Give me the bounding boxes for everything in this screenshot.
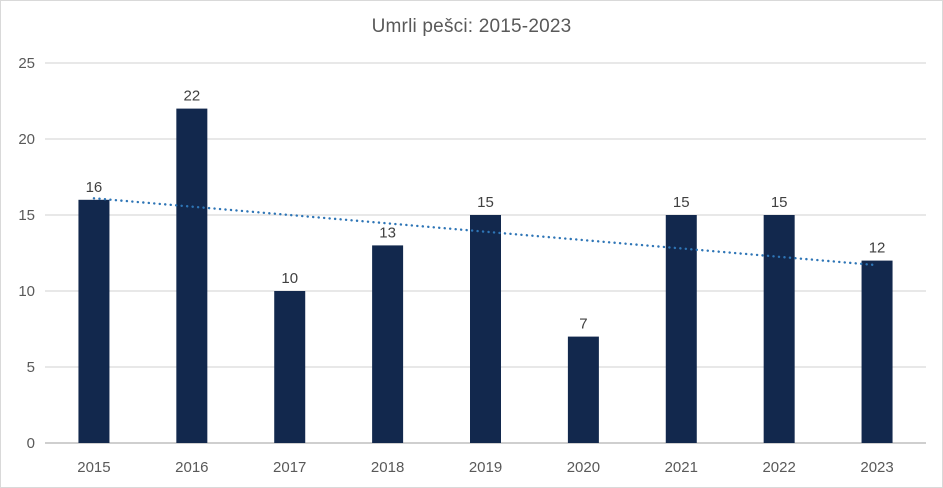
bar-value-label: 15 <box>771 194 788 211</box>
bar-2021 <box>665 215 697 443</box>
x-tick-label: 2023 <box>860 459 893 476</box>
x-tick-label: 2022 <box>762 459 795 476</box>
y-tick-label: 5 <box>27 359 35 376</box>
y-tick-label: 10 <box>18 283 35 300</box>
bar-2015 <box>78 199 110 443</box>
x-tick-label: 2016 <box>175 459 208 476</box>
y-tick-label: 0 <box>27 435 35 452</box>
x-tick-label: 2018 <box>371 459 404 476</box>
x-tick-label: 2020 <box>567 459 600 476</box>
x-tick-label: 2021 <box>665 459 698 476</box>
bar-2016 <box>176 108 208 443</box>
bar-value-label: 16 <box>86 179 103 196</box>
y-tick-label: 15 <box>18 207 35 224</box>
trendline <box>92 197 879 267</box>
x-tick-label: 2017 <box>273 459 306 476</box>
bar-value-label: 15 <box>673 194 690 211</box>
chart-title: Umrli pešci: 2015-2023 <box>371 16 572 37</box>
bar-value-label: 22 <box>183 88 200 105</box>
bar-2018 <box>372 245 404 443</box>
x-tick-label: 2015 <box>77 459 110 476</box>
bar-value-label: 13 <box>379 224 396 241</box>
bar-2019 <box>470 215 501 443</box>
y-tick-label: 25 <box>18 55 35 72</box>
bar-2022 <box>763 215 795 443</box>
x-tick-label: 2019 <box>469 459 502 476</box>
bar-2023 <box>861 260 893 443</box>
bar-value-label: 15 <box>477 194 494 211</box>
bar-value-label: 12 <box>869 240 886 257</box>
bar-2020 <box>567 336 599 443</box>
bar-2017 <box>274 291 306 443</box>
bar-value-label: 10 <box>281 270 298 287</box>
bar-value-label: 7 <box>579 316 587 333</box>
y-tick-label: 20 <box>18 131 35 148</box>
